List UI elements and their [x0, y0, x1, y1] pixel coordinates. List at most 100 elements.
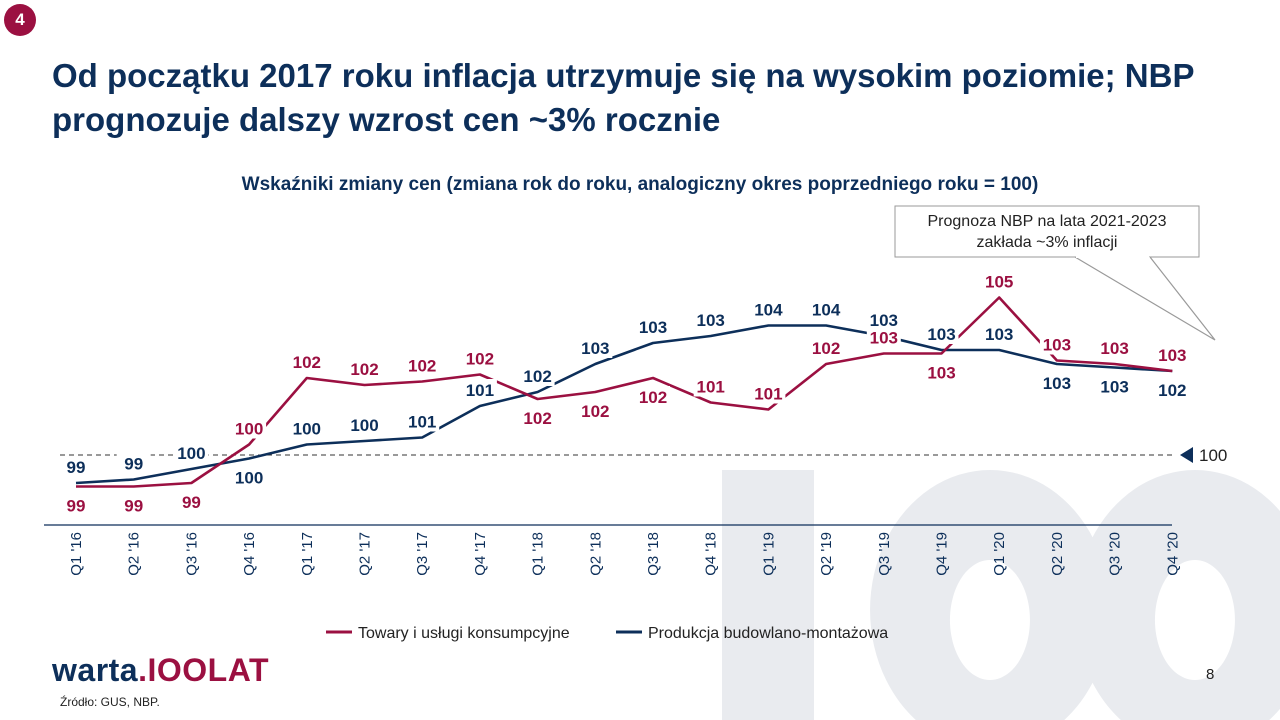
- series-line-construction: [75, 324, 1173, 485]
- x-tick-label: Q3 '17: [414, 532, 431, 576]
- x-tick-label: Q4 '20: [1164, 532, 1181, 576]
- data-label: 103: [1100, 378, 1128, 397]
- x-tick-label: Q4 '16: [241, 532, 258, 576]
- data-label-bg: [866, 326, 901, 348]
- data-label: 100: [293, 420, 321, 439]
- data-label-bg: [1155, 344, 1190, 365]
- data-label: 100: [235, 469, 263, 488]
- data-label: 101: [466, 381, 494, 400]
- data-label-bg: [347, 358, 382, 379]
- watermark-one: [722, 470, 814, 720]
- data-label-bg: [59, 456, 93, 477]
- data-label: 100: [235, 420, 263, 439]
- callout-box: [894, 205, 1200, 258]
- data-label-bg: [809, 337, 844, 358]
- data-label: 102: [581, 402, 609, 421]
- data-label-bg: [116, 452, 151, 474]
- data-label: 102: [1158, 381, 1186, 400]
- data-label-bg: [636, 316, 670, 337]
- data-label: 99: [67, 497, 86, 516]
- x-tick-label: Q1 '17: [299, 532, 316, 576]
- logo-accent: IOOLAT: [147, 652, 269, 688]
- data-label-bg: [693, 375, 728, 397]
- watermark-zero-2: [1075, 470, 1280, 720]
- data-label: 99: [124, 455, 143, 474]
- data-label-bg: [1097, 337, 1132, 358]
- x-tick-label: Q2 '17: [357, 532, 374, 576]
- data-label: 103: [985, 325, 1013, 344]
- x-tick-label: Q4 '18: [703, 532, 720, 576]
- data-label: 103: [870, 311, 898, 330]
- reference-label: 100: [1199, 446, 1227, 465]
- data-label-bg: [982, 270, 1017, 292]
- data-label-bg: [866, 309, 901, 330]
- data-label: 105: [985, 273, 1013, 292]
- page-title: Od początku 2017 roku inflacja utrzymuje…: [52, 57, 1194, 138]
- x-tick-label: Q3 '18: [645, 532, 662, 576]
- data-label-bg: [578, 337, 613, 358]
- page-number: 8: [1206, 666, 1215, 683]
- data-label: 104: [754, 301, 783, 320]
- data-label-bg: [1097, 375, 1132, 397]
- legend-label: Towary i usługi konsumpcyjne: [358, 625, 570, 642]
- x-tick-label: Q4 '17: [472, 532, 489, 576]
- data-label-bg: [693, 309, 728, 330]
- data-label-bg: [924, 323, 959, 344]
- legend-label: Produkcja budowlano-montażowa: [648, 625, 888, 642]
- data-label-bg: [232, 466, 267, 488]
- data-label: 101: [697, 378, 725, 397]
- data-label-bg: [462, 347, 497, 369]
- x-tick-label: Q2 '16: [126, 532, 143, 576]
- logo-brand: warta: [52, 652, 139, 688]
- data-label-bg: [347, 414, 382, 435]
- reference-marker-triangle: [1180, 447, 1193, 463]
- callout-text: Prognoza NBP na lata 2021-2023 zakłada ~…: [896, 211, 1198, 253]
- data-label: 102: [350, 360, 378, 379]
- x-tick-label: Q1 '16: [68, 532, 85, 576]
- data-label-bg: [636, 386, 670, 407]
- logo-dot: .: [138, 652, 148, 688]
- data-label: 102: [639, 388, 667, 407]
- watermark-zero-1: [870, 470, 1110, 720]
- data-label: 103: [870, 329, 898, 348]
- data-label-bg: [982, 323, 1017, 344]
- data-label-bg: [751, 298, 786, 320]
- x-tick-label: Q3 '16: [183, 532, 200, 576]
- data-label-bg: [578, 400, 613, 421]
- data-label-bg: [924, 361, 959, 383]
- data-label-bg: [809, 298, 844, 320]
- data-label: 102: [466, 350, 494, 369]
- data-label: 99: [67, 458, 86, 477]
- callout-pointer: [1074, 256, 1216, 341]
- x-tick-label: Q3 '19: [876, 532, 893, 576]
- data-label-bg: [462, 379, 497, 400]
- data-label: 99: [182, 493, 201, 512]
- source-note: Źródło: GUS, NBP.: [60, 695, 160, 709]
- x-tick-label: Q2 '19: [818, 532, 835, 576]
- data-label: 102: [523, 367, 551, 386]
- chart-title: Wskaźniki zmiany cen (zmiana rok do roku…: [241, 174, 1039, 195]
- data-label-bg: [1039, 372, 1074, 393]
- data-label: 102: [408, 357, 436, 376]
- data-label-bg: [232, 417, 267, 439]
- data-label-bg: [405, 410, 440, 432]
- data-label: 103: [927, 364, 955, 383]
- data-label: 104: [812, 301, 841, 320]
- x-tick-label: Q1 '18: [530, 532, 547, 576]
- data-label: 103: [1043, 374, 1071, 393]
- x-tick-label: Q3 '20: [1107, 532, 1124, 576]
- x-tick-label: Q4 '19: [934, 532, 951, 576]
- data-label-bg: [520, 365, 555, 386]
- data-label: 103: [639, 318, 667, 337]
- data-label-bg: [405, 354, 440, 376]
- data-label-bg: [751, 382, 786, 404]
- data-label: 103: [1158, 346, 1186, 365]
- data-label-bg: [174, 491, 209, 512]
- data-label: 101: [754, 385, 782, 404]
- slide-number-badge: 4: [4, 4, 36, 36]
- x-tick-label: Q1 '19: [760, 532, 777, 576]
- data-label-bg: [116, 494, 151, 516]
- data-label: 102: [812, 339, 840, 358]
- data-label-bg: [289, 417, 324, 439]
